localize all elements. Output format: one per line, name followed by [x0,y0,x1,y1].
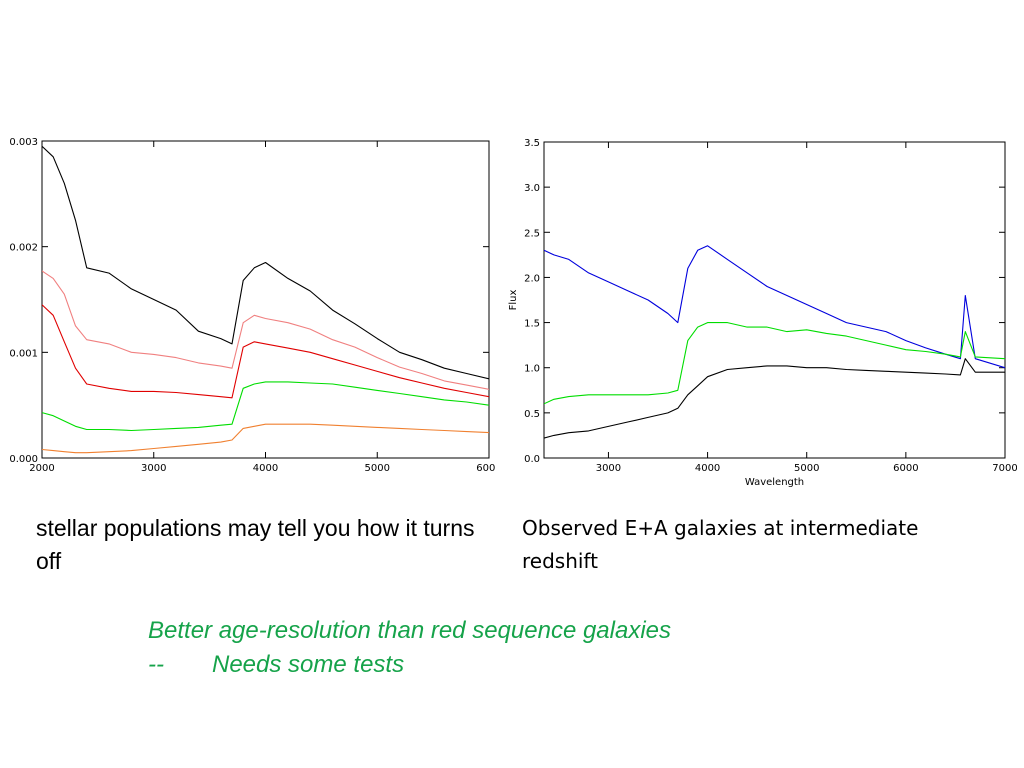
y-tick-label: 0.003 [9,137,38,148]
spectrum-series-3 [544,358,1005,439]
y-tick-label: 0.000 [9,454,38,465]
right-caption: Observed E+A galaxies at intermediate re… [522,516,919,573]
y-tick-label: 1.0 [524,364,540,375]
x-axis-label: Wavelength [745,477,804,488]
left-spectra-chart: 2000 3000 4000 5000 6000 0.000 0.001 0.002 0.003 [9,137,496,474]
x-tick-label: 2000 [29,463,54,474]
y-tick-label: 2.0 [524,273,540,284]
note-line-1: Better age-resolution than red sequence … [148,617,672,644]
y-tick-label: 0.001 [9,348,38,359]
y-tick-label: 2.5 [524,228,540,239]
x-tick-label: 6000 [893,463,918,474]
y-tick-label: 0.002 [9,243,38,254]
y-tick-label: 0.0 [524,454,540,465]
spectrum-series-1 [544,245,1005,369]
spectrum-series-2 [42,270,489,390]
x-tick-label: 3000 [596,463,621,474]
x-tick-label: 5000 [794,463,819,474]
y-tick-label: 3.5 [524,138,540,149]
spectrum-series-3 [42,304,489,399]
plot-frame [41,140,490,459]
x-tick-label: 6000 [476,463,496,474]
note-line-2: -- Needs some tests [148,651,848,679]
y-tick-label: 0.5 [524,409,540,420]
spectrum-series-1 [42,145,489,380]
plot-frame [543,141,1006,459]
x-tick-label: 5000 [365,463,390,474]
y-axis-label: Flux [508,290,519,311]
note-line-2-text: Needs some tests [212,651,405,678]
x-tick-label: 4000 [695,463,720,474]
y-tick-label: 3.0 [524,183,540,194]
left-caption: stellar populations may tell you how it … [36,515,475,574]
x-tick-label: 4000 [253,463,278,474]
spectrum-series-4 [42,381,489,432]
spectrum-series-5 [42,423,489,454]
right-spectra-chart: 3000 4000 5000 6000 7000 0.0 0.5 1.0 1.5 2.0 2.5 3.… [508,138,1017,488]
x-tick-label: 3000 [141,463,166,474]
x-tick-label: 7000 [992,463,1017,474]
note-dash: -- [148,651,164,678]
y-tick-label: 1.5 [524,319,540,330]
spectrum-series-2 [544,322,1005,405]
